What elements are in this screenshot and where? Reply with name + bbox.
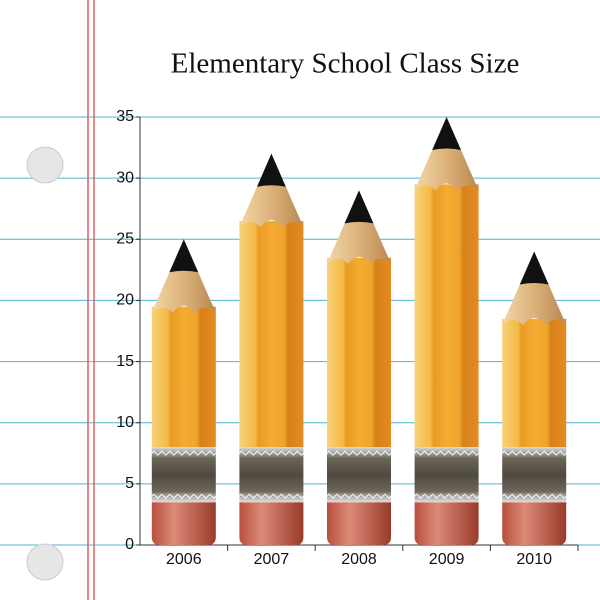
pencil-ferrule bbox=[414, 447, 479, 503]
pencil-eraser bbox=[502, 502, 567, 545]
punch-hole bbox=[26, 543, 64, 581]
pencil-body bbox=[327, 257, 391, 448]
pencil-wood bbox=[327, 190, 391, 264]
bar bbox=[501, 251, 567, 545]
pencil-body bbox=[414, 184, 479, 448]
bar bbox=[239, 153, 304, 545]
y-tick-label: 35 bbox=[116, 108, 134, 125]
y-tick-label: 0 bbox=[125, 536, 134, 553]
pencil-lead bbox=[344, 190, 374, 224]
y-tick-label: 30 bbox=[116, 169, 134, 186]
chart-title: Elementary School Class Size bbox=[171, 48, 520, 80]
punch-hole bbox=[26, 146, 64, 184]
pencil-eraser bbox=[239, 502, 304, 545]
ferrule-ridge bbox=[414, 493, 479, 499]
ferrule-ridge bbox=[151, 493, 217, 499]
pencil-wood bbox=[414, 117, 479, 191]
ferrule-ridge bbox=[326, 450, 392, 456]
ferrule-ridge bbox=[151, 450, 217, 456]
y-tick-label: 25 bbox=[116, 231, 134, 248]
pencil-eraser bbox=[151, 502, 216, 545]
pencil-wood bbox=[239, 153, 304, 228]
pencil-ferrule bbox=[327, 447, 391, 503]
pencil-lead bbox=[519, 251, 549, 285]
pencil-wood bbox=[151, 239, 216, 313]
bar bbox=[151, 239, 217, 545]
x-tick-label: 2007 bbox=[254, 551, 290, 568]
ferrule-ridge bbox=[501, 450, 567, 456]
y-tick-label: 5 bbox=[125, 475, 134, 492]
x-tick-label: 2008 bbox=[341, 551, 377, 568]
x-tick-label: 2010 bbox=[516, 551, 552, 568]
ferrule-ridge bbox=[414, 450, 479, 456]
bar bbox=[326, 190, 392, 545]
pencil-lead bbox=[169, 239, 199, 273]
pencil-eraser bbox=[414, 502, 479, 545]
ferrule-ridge bbox=[326, 493, 392, 499]
pencil-ferrule bbox=[151, 447, 216, 503]
pencil-body bbox=[239, 221, 304, 448]
ferrule-ridge bbox=[239, 493, 304, 499]
y-tick-label: 15 bbox=[116, 353, 134, 370]
y-tick-label: 20 bbox=[116, 292, 134, 309]
x-tick-label: 2006 bbox=[166, 551, 202, 568]
y-tick-label: 10 bbox=[116, 414, 134, 431]
ferrule-ridge bbox=[501, 493, 567, 499]
pencil-ferrule bbox=[239, 447, 304, 503]
pencil-eraser bbox=[327, 502, 391, 545]
bar bbox=[414, 117, 479, 545]
pencil-ferrule bbox=[502, 447, 567, 503]
pencil-body bbox=[502, 318, 567, 448]
pencil-lead bbox=[432, 117, 461, 151]
ferrule-ridge bbox=[239, 450, 304, 456]
pencil-wood bbox=[502, 251, 567, 325]
pencil-lead bbox=[257, 153, 286, 187]
pencil-body bbox=[151, 306, 216, 448]
x-tick-label: 2009 bbox=[429, 551, 465, 568]
